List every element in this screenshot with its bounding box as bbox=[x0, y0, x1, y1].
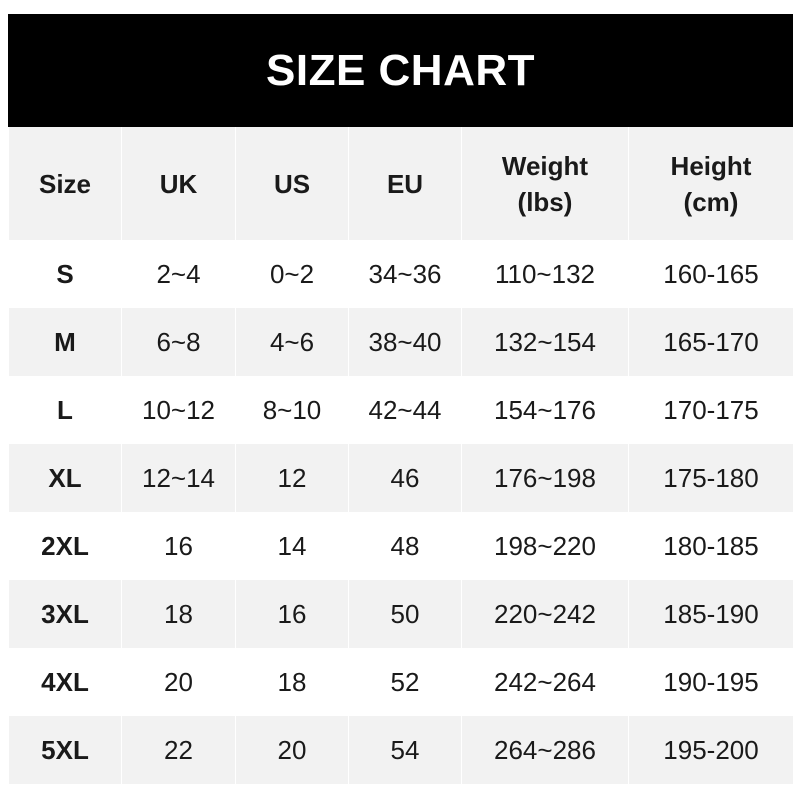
column-header: US bbox=[235, 127, 349, 240]
column-header-line: EU bbox=[386, 168, 424, 199]
size-cell: M bbox=[8, 308, 122, 376]
table-row: 5XL 22 20 54 264~286 195-200 bbox=[8, 716, 794, 784]
size-cell: 5XL bbox=[8, 716, 122, 784]
table-cell: 165-170 bbox=[628, 308, 794, 376]
size-cell: 2XL bbox=[8, 512, 122, 580]
table-row: L 10~12 8~10 42~44 154~176 170-175 bbox=[8, 376, 794, 444]
table-cell: 22 bbox=[121, 716, 236, 784]
column-header-line: UK bbox=[159, 168, 198, 199]
table-cell: 54 bbox=[348, 716, 462, 784]
size-cell: S bbox=[8, 240, 122, 308]
table-cell: 50 bbox=[348, 580, 462, 648]
table-cell: 42~44 bbox=[348, 376, 462, 444]
table-cell: 10~12 bbox=[121, 376, 236, 444]
table-cell: 46 bbox=[348, 444, 462, 512]
table-cell: 242~264 bbox=[461, 648, 629, 716]
size-cell: L bbox=[8, 376, 122, 444]
table-cell: 2~4 bbox=[121, 240, 236, 308]
table-cell: 175-180 bbox=[628, 444, 794, 512]
table-cell: 110~132 bbox=[461, 240, 629, 308]
column-header-unit: (lbs) bbox=[517, 186, 573, 217]
table-cell: 190-195 bbox=[628, 648, 794, 716]
table-cell: 34~36 bbox=[348, 240, 462, 308]
table-row: 2XL 16 14 48 198~220 180-185 bbox=[8, 512, 794, 580]
table-cell: 0~2 bbox=[235, 240, 349, 308]
column-header: UK bbox=[121, 127, 236, 240]
table-row: XL 12~14 12 46 176~198 175-180 bbox=[8, 444, 794, 512]
table-cell: 220~242 bbox=[461, 580, 629, 648]
table-cell: 4~6 bbox=[235, 308, 349, 376]
table-cell: 14 bbox=[235, 512, 349, 580]
table-cell: 170-175 bbox=[628, 376, 794, 444]
column-header-line: Size bbox=[38, 168, 92, 199]
table-row: M 6~8 4~6 38~40 132~154 165-170 bbox=[8, 308, 794, 376]
table-cell: 20 bbox=[121, 648, 236, 716]
size-table: Size UK US EU Weight (lbs) Height (cm) S 2~4 0~2 3… bbox=[8, 127, 794, 784]
column-header-line: Height bbox=[670, 150, 752, 181]
table-cell: 16 bbox=[121, 512, 236, 580]
table-cell: 180-185 bbox=[628, 512, 794, 580]
chart-title: SIZE CHART bbox=[8, 14, 793, 127]
table-row: 4XL 20 18 52 242~264 190-195 bbox=[8, 648, 794, 716]
table-row: S 2~4 0~2 34~36 110~132 160-165 bbox=[8, 240, 794, 308]
column-header: Height (cm) bbox=[628, 127, 794, 240]
column-header: EU bbox=[348, 127, 462, 240]
column-header-line: US bbox=[273, 168, 311, 199]
table-cell: 38~40 bbox=[348, 308, 462, 376]
table-cell: 16 bbox=[235, 580, 349, 648]
table-cell: 195-200 bbox=[628, 716, 794, 784]
table-cell: 18 bbox=[235, 648, 349, 716]
table-cell: 176~198 bbox=[461, 444, 629, 512]
column-header-line: Weight bbox=[501, 150, 589, 181]
table-cell: 12~14 bbox=[121, 444, 236, 512]
table-cell: 264~286 bbox=[461, 716, 629, 784]
table-cell: 18 bbox=[121, 580, 236, 648]
table-cell: 185-190 bbox=[628, 580, 794, 648]
table-cell: 20 bbox=[235, 716, 349, 784]
table-cell: 6~8 bbox=[121, 308, 236, 376]
size-chart: SIZE CHART Size UK US EU Weight (lbs) Height (c… bbox=[8, 14, 794, 784]
table-cell: 198~220 bbox=[461, 512, 629, 580]
table-cell: 154~176 bbox=[461, 376, 629, 444]
header-row: Size UK US EU Weight (lbs) Height (cm) bbox=[8, 127, 794, 240]
table-row: 3XL 18 16 50 220~242 185-190 bbox=[8, 580, 794, 648]
size-cell: 4XL bbox=[8, 648, 122, 716]
table-cell: 12 bbox=[235, 444, 349, 512]
table-cell: 8~10 bbox=[235, 376, 349, 444]
column-header: Size bbox=[8, 127, 122, 240]
table-cell: 132~154 bbox=[461, 308, 629, 376]
size-cell: 3XL bbox=[8, 580, 122, 648]
table-cell: 160-165 bbox=[628, 240, 794, 308]
table-cell: 52 bbox=[348, 648, 462, 716]
size-cell: XL bbox=[8, 444, 122, 512]
table-cell: 48 bbox=[348, 512, 462, 580]
column-header-unit: (cm) bbox=[683, 186, 739, 217]
column-header: Weight (lbs) bbox=[461, 127, 629, 240]
